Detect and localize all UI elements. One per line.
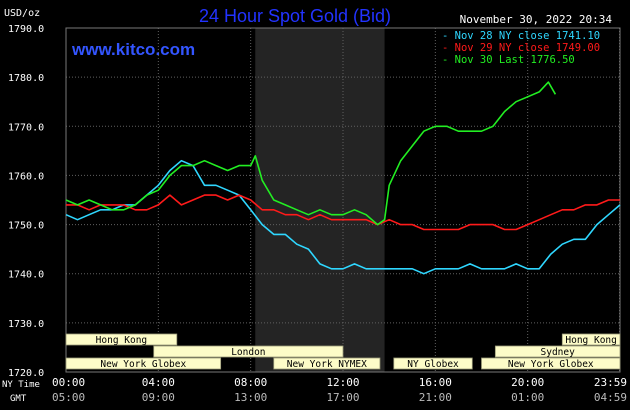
legend-entry: - Nov 30 Last 1776.50 bbox=[442, 54, 575, 66]
legend: - Nov 28 NY close 1741.10- Nov 29 NY clo… bbox=[442, 30, 600, 66]
x-tick-label-ny: 04:00 bbox=[142, 376, 175, 389]
x-tick-label-ny: 20:00 bbox=[511, 376, 544, 389]
x-tick-label-gmt: 17:00 bbox=[326, 391, 359, 404]
session-label: New York Globex bbox=[508, 359, 594, 370]
x-tick-label-ny: 23:59 bbox=[594, 376, 627, 389]
session-label: NY Globex bbox=[407, 359, 459, 370]
y-unit-label: USD/oz bbox=[4, 8, 40, 19]
session-label: London bbox=[231, 347, 265, 358]
x-tick-label-ny: 12:00 bbox=[326, 376, 359, 389]
session-label: Sydney bbox=[541, 347, 576, 358]
session-label: Hong Kong bbox=[96, 335, 147, 346]
timestamp: November 30, 2022 20:34 bbox=[460, 13, 613, 26]
series-line-nov-30 bbox=[65, 81, 557, 226]
y-tick-label: 1730.0 bbox=[8, 319, 44, 330]
x-tick-label-gmt: 09:00 bbox=[142, 391, 175, 404]
ny-time-label: NY Time bbox=[2, 380, 40, 390]
session-box: New York Globex bbox=[65, 357, 222, 370]
plot-layer: 1720.0 1730.0 1740.0 1750.0 1760.0 1770.0 1780… bbox=[8, 24, 627, 404]
session-box: New York Globex bbox=[481, 357, 621, 370]
gmt-label: GMT bbox=[10, 394, 27, 404]
y-tick-label: 1740.0 bbox=[8, 270, 44, 281]
shaded-session bbox=[255, 28, 385, 372]
x-tick-label-gmt: 21:00 bbox=[419, 391, 452, 404]
session-box: New York NYMEX bbox=[273, 357, 381, 370]
session-label: Hong Kong bbox=[565, 335, 616, 346]
y-tick-label: 1760.0 bbox=[8, 171, 44, 182]
x-tick-label-gmt: 01:00 bbox=[511, 391, 544, 404]
session-box: Sydney bbox=[494, 345, 621, 358]
x-tick-label-ny: 08:00 bbox=[234, 376, 267, 389]
series-line-nov-28 bbox=[65, 159, 621, 275]
x-tick-label-gmt: 05:00 bbox=[52, 391, 85, 404]
y-tick-label: 1770.0 bbox=[8, 122, 44, 133]
session-label: New York NYMEX bbox=[287, 359, 367, 370]
x-tick-label-gmt: 13:00 bbox=[234, 391, 267, 404]
x-tick-label-ny: 00:00 bbox=[52, 376, 85, 389]
legend-entry: - Nov 29 NY close 1749.00 bbox=[442, 42, 600, 54]
session-box: Hong Kong bbox=[65, 333, 178, 346]
y-tick-label: 1780.0 bbox=[8, 73, 44, 84]
session-box: Hong Kong bbox=[561, 333, 621, 346]
y-tick-label: 1750.0 bbox=[8, 221, 44, 232]
session-box: NY Globex bbox=[393, 357, 473, 370]
chart-title: 24 Hour Spot Gold (Bid) bbox=[199, 6, 391, 26]
series-line-nov-29 bbox=[66, 194, 620, 231]
watermark: www.kitco.com bbox=[71, 40, 195, 59]
x-tick-label-ny: 16:00 bbox=[419, 376, 452, 389]
y-tick-label: 1790.0 bbox=[8, 24, 44, 35]
session-label: New York Globex bbox=[100, 359, 186, 370]
legend-entry: - Nov 28 NY close 1741.10 bbox=[442, 30, 600, 42]
y-tick-label: 1720.0 bbox=[8, 368, 44, 379]
x-tick-label-gmt: 04:59 bbox=[594, 391, 627, 404]
session-box: London bbox=[153, 345, 344, 358]
